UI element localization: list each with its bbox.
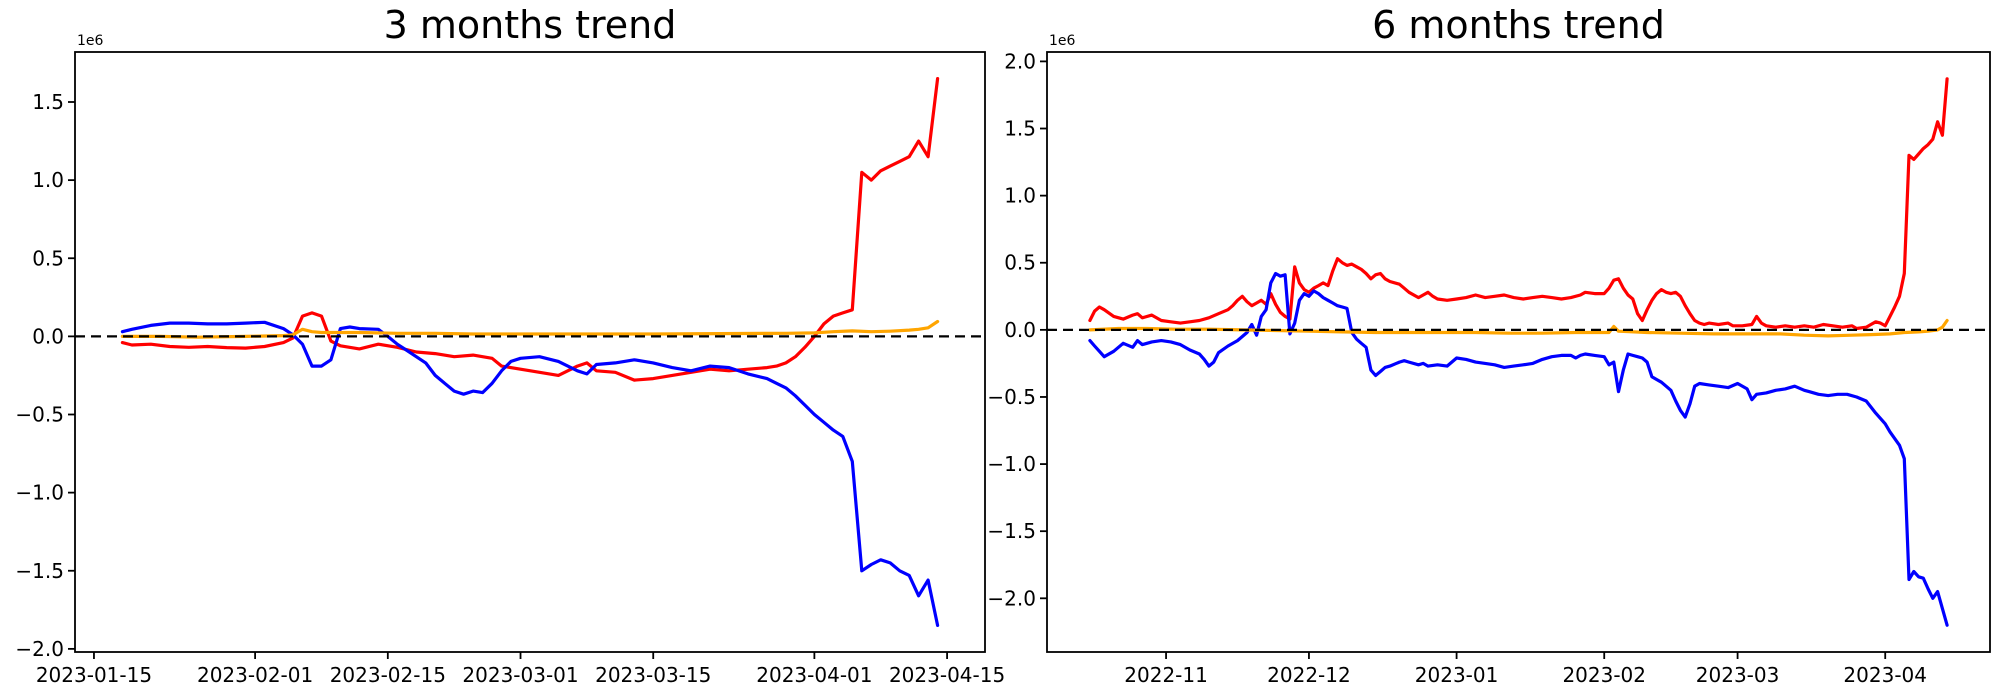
y-tick-label: 0.5 xyxy=(32,246,64,270)
y-tick-label: −0.5 xyxy=(15,403,64,427)
x-tick-label: 2023-01-15 xyxy=(36,663,152,687)
x-tick-label: 2023-02 xyxy=(1562,663,1646,687)
plot-area: 3 months trend 1e6 1.5 1.0 0.5 0.0 −0.5 −1.0 −1.… xyxy=(15,3,1005,687)
series-red-line xyxy=(1088,77,1949,331)
chart-title: 3 months trend xyxy=(384,3,677,47)
y-tick-label: −2.0 xyxy=(15,637,64,661)
y-tick-label: 1.0 xyxy=(1004,184,1036,208)
y-tick-label: 1.0 xyxy=(32,168,64,192)
chart-6-months-trend: 6 months trend 1e6 2.0 1.5 1.0 0.5 0.0 −0.5 −1.0… xyxy=(987,3,1991,687)
y-tick-label: 0.0 xyxy=(1004,318,1036,342)
y-axis-offset-label: 1e6 xyxy=(1049,33,1076,49)
y-tick-label: −2.0 xyxy=(987,586,1036,610)
series-red-line xyxy=(120,77,940,382)
x-tick-label: 2023-03 xyxy=(1696,663,1780,687)
plot-area: 6 months trend 1e6 2.0 1.5 1.0 0.5 0.0 −0.5 −1.0… xyxy=(987,3,1991,687)
subplot-3-months-trend: 3 months trend 1e6 1.5 1.0 0.5 0.0 −0.5 −1.0 −1.… xyxy=(15,3,1005,687)
y-tick-label: 1.5 xyxy=(32,90,64,114)
x-tick-label: 2023-03-01 xyxy=(462,663,578,687)
y-tick-label: 2.0 xyxy=(1004,49,1036,73)
y-tick-label: −1.5 xyxy=(987,519,1036,543)
x-tick-label: 2023-02-15 xyxy=(330,663,446,687)
series-blue-line xyxy=(120,320,940,627)
x-tick-label: 2023-04 xyxy=(1843,663,1927,687)
x-tick-label: 2023-04-15 xyxy=(889,663,1005,687)
y-tick-label: −1.0 xyxy=(987,452,1036,476)
y-tick-label: −1.0 xyxy=(15,481,64,505)
chart-3-months-trend: 3 months trend 1e6 1.5 1.0 0.5 0.0 −0.5 −1.0 −1.… xyxy=(15,3,1005,687)
y-tick-label: −0.5 xyxy=(987,385,1036,409)
chart-title: 6 months trend xyxy=(1372,3,1665,47)
y-tick-label: 0.0 xyxy=(32,324,64,348)
subplot-6-months-trend: 6 months trend 1e6 2.0 1.5 1.0 0.5 0.0 −0.5 −1.0… xyxy=(987,0,2000,700)
plot-border xyxy=(1046,51,1991,653)
x-tick-label: 2022-12 xyxy=(1267,663,1351,687)
y-tick-label: 0.5 xyxy=(1004,251,1036,275)
x-tick-label: 2023-03-15 xyxy=(595,663,711,687)
x-tick-label: 2023-02-01 xyxy=(197,663,313,687)
x-tick-label: 2022-11 xyxy=(1124,663,1208,687)
series-orange-line xyxy=(1088,318,1949,338)
x-tick-label: 2023-01 xyxy=(1415,663,1499,687)
y-tick-label: −1.5 xyxy=(15,559,64,583)
y-axis-offset-label: 1e6 xyxy=(77,33,104,49)
x-tick-label: 2023-04-01 xyxy=(756,663,872,687)
plot-border xyxy=(74,51,986,653)
y-tick-label: 1.5 xyxy=(1004,117,1036,141)
